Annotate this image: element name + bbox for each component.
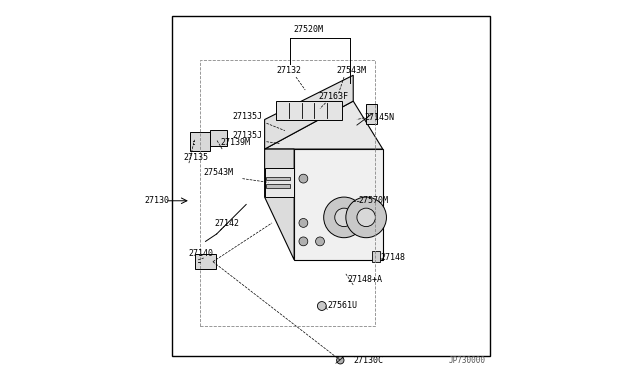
Circle shape (317, 302, 326, 310)
Text: 27135J: 27135J (233, 131, 263, 140)
Bar (172, 16, 490, 356)
Text: 27132: 27132 (276, 66, 301, 75)
Circle shape (335, 208, 353, 227)
Text: 27139M: 27139M (220, 138, 250, 147)
Bar (372, 251, 380, 262)
Text: 27142: 27142 (215, 219, 240, 228)
FancyBboxPatch shape (210, 130, 227, 146)
Text: 27135J: 27135J (233, 112, 263, 121)
Text: 27135: 27135 (184, 153, 209, 162)
Text: 27130: 27130 (145, 196, 170, 205)
Polygon shape (264, 101, 383, 149)
Bar (266, 177, 291, 180)
Text: 27145N: 27145N (364, 113, 394, 122)
Text: 27148: 27148 (381, 253, 406, 263)
FancyBboxPatch shape (189, 132, 211, 151)
Bar (266, 184, 291, 188)
Circle shape (346, 197, 387, 238)
Circle shape (299, 174, 308, 183)
FancyBboxPatch shape (366, 104, 378, 124)
Bar (200, 61, 376, 326)
Circle shape (357, 208, 376, 227)
Text: 27130C: 27130C (353, 356, 383, 365)
Circle shape (324, 197, 364, 238)
Circle shape (316, 237, 324, 246)
Text: 27543M: 27543M (337, 66, 367, 75)
Polygon shape (264, 75, 353, 149)
Text: 27543M: 27543M (204, 168, 233, 177)
Circle shape (299, 237, 308, 246)
Circle shape (337, 357, 344, 364)
Polygon shape (264, 149, 294, 260)
Text: 27148+A: 27148+A (348, 275, 383, 284)
Text: 27520M: 27520M (294, 25, 324, 34)
Polygon shape (294, 149, 383, 260)
Text: 27570M: 27570M (359, 196, 388, 205)
Text: 27163F: 27163F (318, 92, 348, 101)
Circle shape (299, 218, 308, 227)
Polygon shape (276, 101, 342, 119)
FancyBboxPatch shape (195, 254, 216, 269)
Text: 27140: 27140 (189, 249, 214, 258)
Text: 27561U: 27561U (328, 301, 357, 310)
Polygon shape (264, 167, 294, 197)
Text: JP730000: JP730000 (449, 356, 486, 365)
